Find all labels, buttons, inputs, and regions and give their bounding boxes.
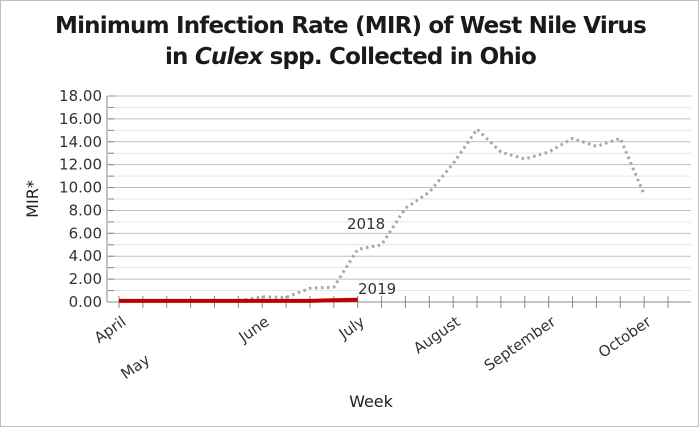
x-tick-label: May: [117, 350, 153, 383]
series-label-2019: 2019: [358, 280, 396, 298]
y-tick-label: 18.00: [59, 87, 102, 105]
series-2019-line: [119, 300, 358, 301]
y-tick-label: 16.00: [59, 110, 102, 128]
x-tick-label: October: [595, 312, 655, 362]
y-tick-label: 2.00: [69, 270, 102, 288]
y-tick-label: 14.00: [59, 133, 102, 151]
x-tick-label: August: [410, 312, 463, 357]
series-label-2018: 2018: [347, 215, 385, 233]
y-tick-label: 4.00: [69, 247, 102, 265]
y-axis-label: MIR*: [23, 180, 42, 218]
x-axis-label: Week: [349, 392, 394, 411]
y-tick-label: 0.00: [69, 293, 102, 311]
x-tick-label: July: [335, 312, 368, 343]
y-tick-label: 8.00: [69, 201, 102, 219]
y-tick-label: 6.00: [69, 224, 102, 242]
y-tick-label: 10.00: [59, 179, 102, 197]
x-tick-label: September: [481, 312, 560, 375]
x-tick-label: June: [235, 313, 273, 347]
x-tick-label: April: [91, 313, 129, 347]
y-tick-label: 12.00: [59, 156, 102, 174]
